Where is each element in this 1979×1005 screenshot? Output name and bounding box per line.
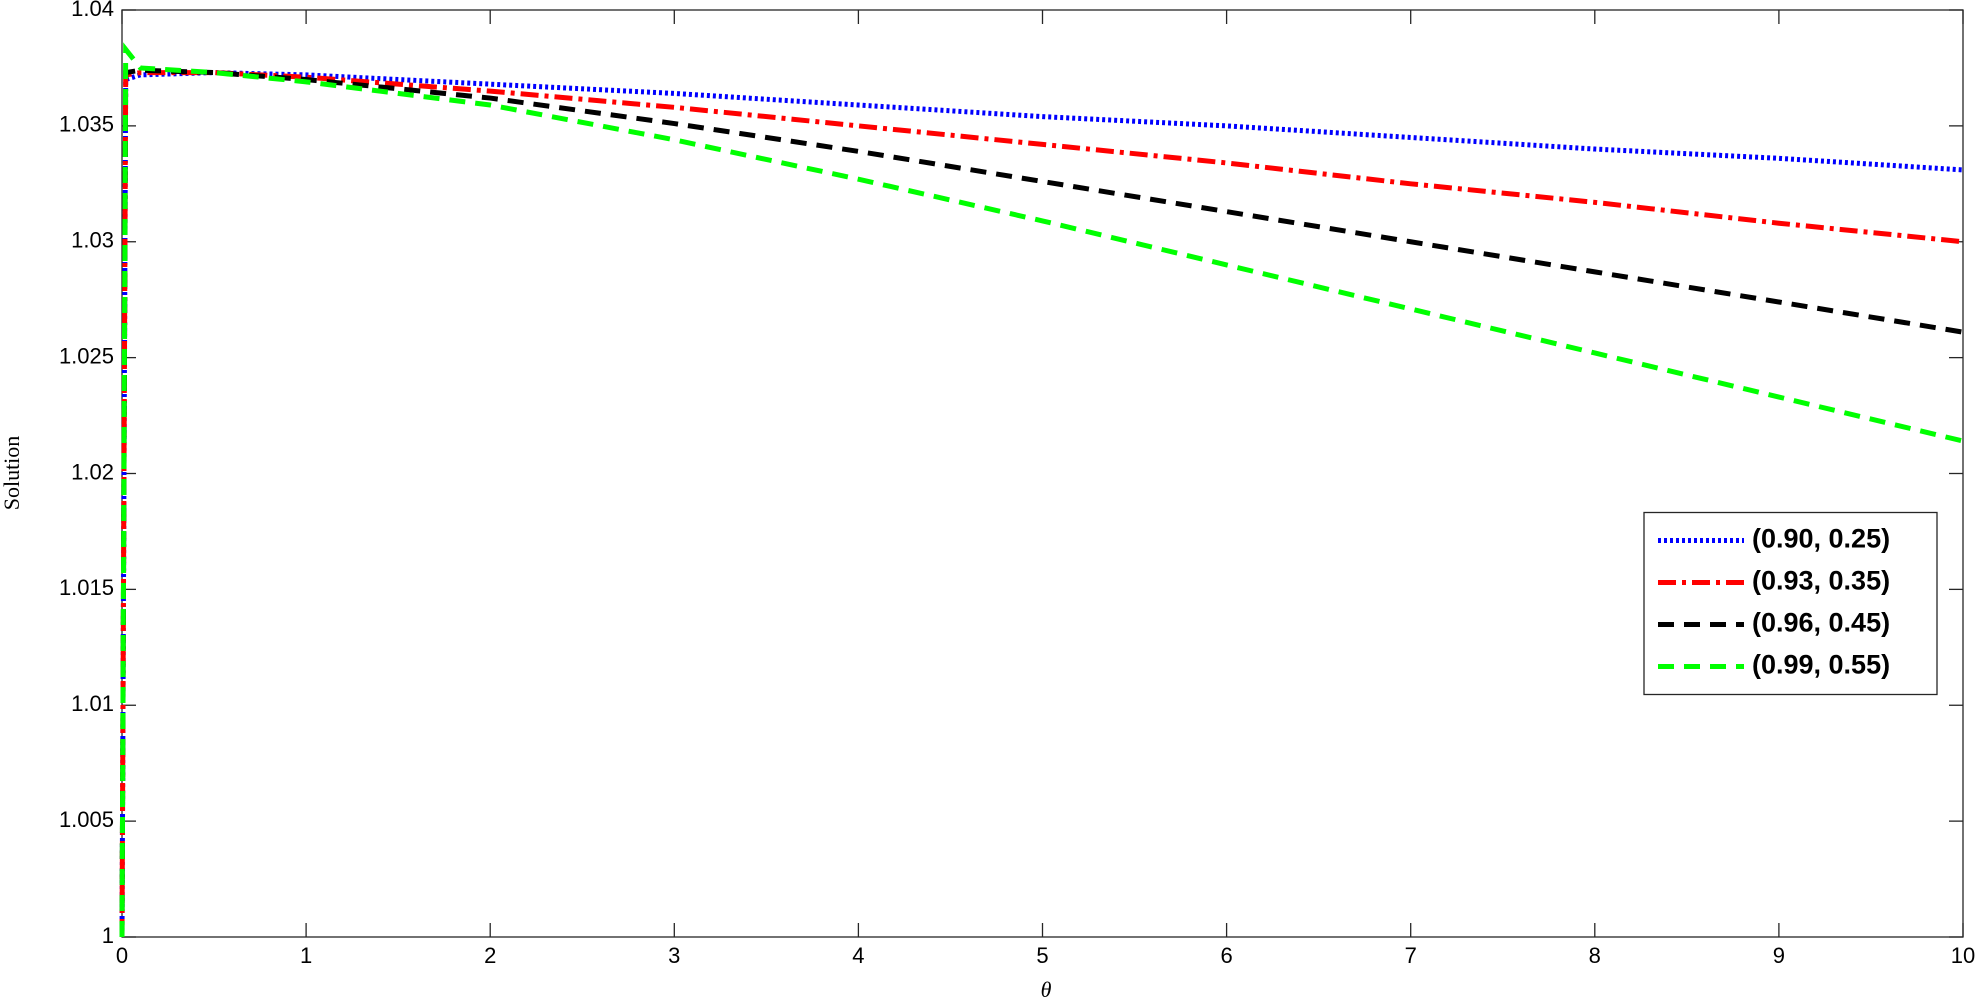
y-axis-label: Solution — [0, 436, 24, 511]
legend-label: (0.99, 0.55) — [1752, 650, 1890, 680]
series-line — [119, 42, 1964, 938]
y-tick-label: 1.01 — [71, 691, 114, 716]
y-tick-label: 1.025 — [59, 343, 114, 368]
series-line — [119, 67, 1964, 938]
y-tick-label: 1.03 — [71, 228, 114, 253]
series-line — [119, 70, 1964, 938]
x-tick-label: 3 — [668, 943, 680, 968]
y-tick-label: 1.005 — [59, 807, 114, 832]
y-tick-label: 1.035 — [59, 112, 114, 137]
x-tick-label: 7 — [1405, 943, 1417, 968]
x-tick-label: 6 — [1220, 943, 1232, 968]
x-axis-label: θ — [1041, 977, 1052, 1002]
series-line — [119, 70, 1964, 938]
x-tick-label: 0 — [116, 943, 128, 968]
x-tick-label: 5 — [1036, 943, 1048, 968]
x-tick-label: 10 — [1951, 943, 1975, 968]
x-tick-label: 9 — [1773, 943, 1785, 968]
x-tick-label: 4 — [852, 943, 864, 968]
x-tick-label: 8 — [1589, 943, 1601, 968]
y-tick-label: 1 — [102, 923, 114, 948]
legend-label: (0.90, 0.25) — [1752, 524, 1890, 554]
y-tick-label: 1.02 — [71, 459, 114, 484]
x-tick-label: 2 — [484, 943, 496, 968]
legend-label: (0.96, 0.45) — [1752, 608, 1890, 638]
x-tick-label: 1 — [300, 943, 312, 968]
plot-frame — [121, 9, 1964, 938]
y-tick-label: 1.015 — [59, 575, 114, 600]
legend-label: (0.93, 0.35) — [1752, 566, 1890, 596]
y-tick-label: 1.04 — [71, 0, 114, 21]
